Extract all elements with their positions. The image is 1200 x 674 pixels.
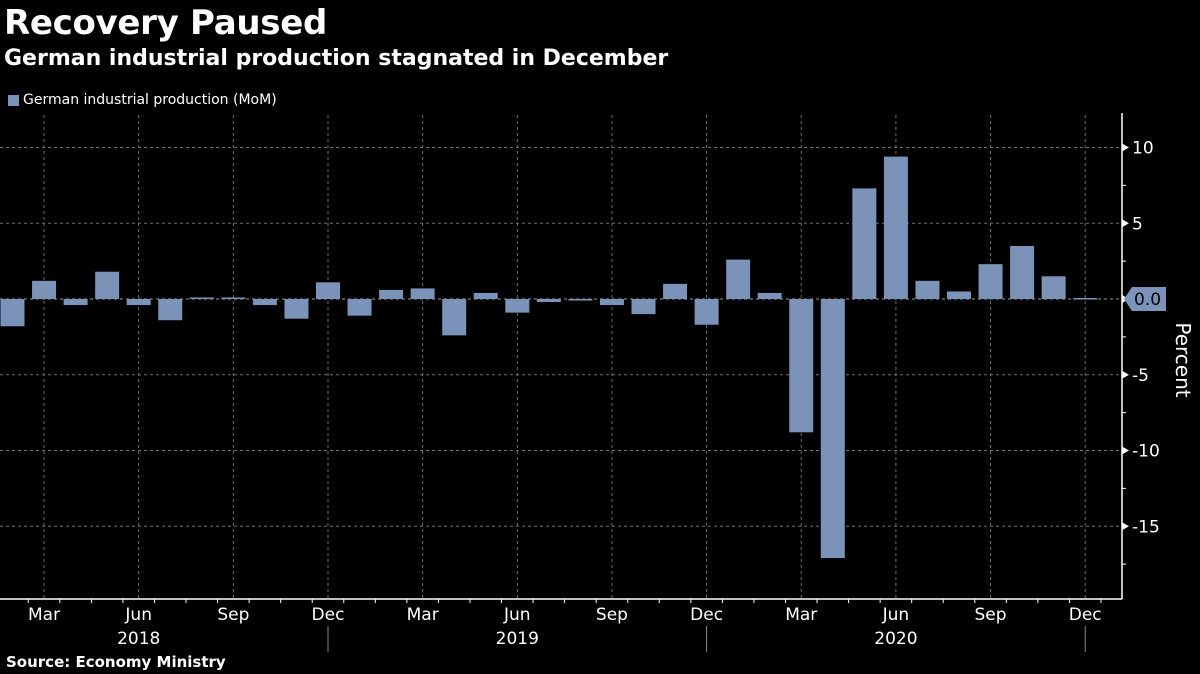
bar xyxy=(252,299,277,306)
chart-subtitle: German industrial production stagnated i… xyxy=(4,46,669,71)
bar xyxy=(757,292,782,299)
bars xyxy=(0,156,1098,559)
bar xyxy=(1073,298,1098,300)
axes xyxy=(0,113,1129,652)
bar xyxy=(789,299,814,433)
bar xyxy=(63,299,88,306)
year-label: 2019 xyxy=(496,629,539,649)
bar xyxy=(915,280,940,299)
x-tick-label: Sep xyxy=(596,605,628,625)
y-tick-label: 5 xyxy=(1132,214,1143,234)
bar xyxy=(221,297,246,299)
y-tick-label: -15 xyxy=(1132,517,1160,537)
x-tick-label: Sep xyxy=(975,605,1007,625)
year-label: 2020 xyxy=(874,629,917,649)
bar xyxy=(820,299,845,559)
bar xyxy=(473,292,498,299)
bar xyxy=(442,299,467,336)
bar xyxy=(694,299,719,325)
bar xyxy=(663,283,688,299)
y-tick-marker xyxy=(1122,370,1129,379)
bar xyxy=(883,156,908,299)
chart-title: Recovery Paused xyxy=(4,3,328,43)
bar xyxy=(32,280,57,299)
x-tick-label: Mar xyxy=(28,605,60,625)
x-tick-label: Sep xyxy=(217,605,249,625)
legend: German industrial production (MoM) xyxy=(8,91,277,109)
y-axis-title: Percent xyxy=(1171,322,1195,397)
axis-labels: 10 5 -5 -10 -15 0.0 Percent Mar Jun Sep Dec Mar Jun S… xyxy=(28,139,1195,650)
x-tick-label: Jun xyxy=(124,605,152,625)
legend-label: German industrial production (MoM) xyxy=(23,92,277,108)
y-tick-label: -10 xyxy=(1132,442,1160,462)
x-tick-label: Mar xyxy=(407,605,439,625)
x-tick-label: Mar xyxy=(785,605,817,625)
y-tick-marker xyxy=(1122,446,1129,455)
y-tick-marker xyxy=(1122,522,1129,531)
bar xyxy=(347,299,372,316)
bar xyxy=(158,299,183,321)
x-tick-label: Dec xyxy=(312,605,345,625)
bar xyxy=(726,259,751,299)
bar xyxy=(1010,245,1035,299)
legend-swatch xyxy=(8,94,19,106)
bar xyxy=(599,299,624,306)
bar xyxy=(284,299,309,319)
bar xyxy=(316,282,340,299)
y-tick-label: -5 xyxy=(1132,366,1149,386)
x-tick-label: Jun xyxy=(503,605,531,625)
bar xyxy=(189,297,214,299)
last-value-label: 0.0 xyxy=(1134,290,1161,310)
bar xyxy=(505,299,530,313)
x-tick-label: Dec xyxy=(690,605,723,625)
bar xyxy=(0,299,25,327)
bar xyxy=(631,299,656,315)
bar xyxy=(852,188,877,299)
y-tick-marker xyxy=(1122,219,1129,228)
bar xyxy=(947,291,971,299)
y-tick-marker xyxy=(1122,143,1129,152)
bar xyxy=(95,271,120,299)
y-tick-label: 10 xyxy=(1132,139,1154,159)
bar xyxy=(126,299,151,306)
bar xyxy=(410,288,435,299)
bar xyxy=(536,299,561,303)
year-label: 2018 xyxy=(117,629,160,649)
bar xyxy=(978,264,1003,299)
last-value-badge xyxy=(1124,287,1166,311)
x-tick-label: Jun xyxy=(882,605,910,625)
bar xyxy=(379,289,404,299)
source-note: Source: Economy Ministry xyxy=(6,653,226,671)
bar xyxy=(568,299,593,301)
x-tick-label: Dec xyxy=(1069,605,1102,625)
bar xyxy=(1041,276,1066,299)
gridlines xyxy=(0,115,1122,599)
